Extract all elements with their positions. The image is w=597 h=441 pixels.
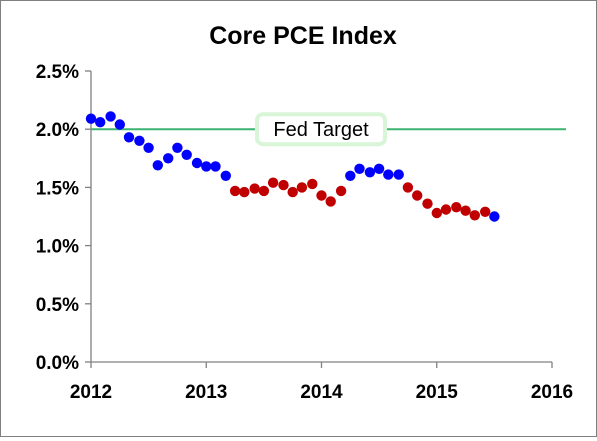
data-point	[134, 135, 145, 146]
chart-title: Core PCE Index	[209, 22, 397, 50]
data-point	[383, 169, 394, 180]
y-tick-label: 0.0%	[36, 353, 79, 374]
fed-target-label: Fed Target	[273, 119, 369, 141]
data-point	[307, 178, 318, 190]
x-tick-label: 2014	[300, 382, 343, 403]
data-point	[181, 149, 192, 160]
data-point	[364, 167, 376, 178]
data-point	[489, 211, 500, 222]
data-point	[440, 204, 452, 215]
data-point	[249, 183, 260, 194]
data-point	[172, 142, 183, 153]
data-point	[316, 190, 327, 201]
x-tick-label: 2016	[531, 382, 573, 403]
data-point	[163, 153, 174, 164]
data-point	[278, 179, 289, 191]
data-point	[201, 161, 212, 172]
data-point	[469, 210, 480, 221]
x-tick-label: 2012	[70, 382, 112, 403]
data-point	[239, 186, 250, 198]
data-point	[335, 185, 347, 197]
data-point	[220, 170, 231, 181]
data-point	[402, 182, 414, 193]
data-point	[210, 161, 221, 172]
data-point	[460, 205, 471, 216]
plot-area: 0.0% 0.5% 1.0% 1.5% 2.0% 2.5% 2012 2013 2014 2015…	[36, 62, 573, 403]
data-point	[229, 185, 241, 197]
y-tick-label: 2.5%	[36, 62, 79, 83]
data-point	[114, 119, 126, 130]
fed-target-label-bg	[255, 112, 387, 147]
x-tick-label: 2015	[416, 382, 459, 403]
y-tick-label: 1.5%	[36, 178, 79, 199]
data-point	[480, 206, 491, 217]
y-tick-label: 2.0%	[36, 120, 79, 141]
y-tick-label: 1.0%	[36, 237, 79, 258]
data-point	[422, 198, 433, 209]
data-point	[85, 113, 97, 124]
data-point	[412, 190, 423, 201]
data-point	[267, 177, 279, 188]
data-point	[191, 157, 203, 169]
data-point	[345, 170, 356, 181]
data-point	[143, 142, 154, 153]
data-point	[105, 111, 116, 122]
data-point	[296, 182, 308, 193]
data-point	[431, 207, 442, 219]
data-point	[123, 132, 135, 143]
data-point	[258, 185, 270, 197]
data-point	[393, 169, 404, 180]
data-point	[325, 196, 336, 207]
data-point	[451, 202, 462, 213]
data-point	[152, 160, 163, 171]
data-point	[373, 163, 385, 174]
y-tick-label: 0.5%	[36, 295, 79, 316]
data-point	[95, 117, 106, 128]
data-point	[287, 186, 298, 198]
x-tick-label: 2013	[185, 382, 227, 403]
data-point	[354, 163, 365, 174]
